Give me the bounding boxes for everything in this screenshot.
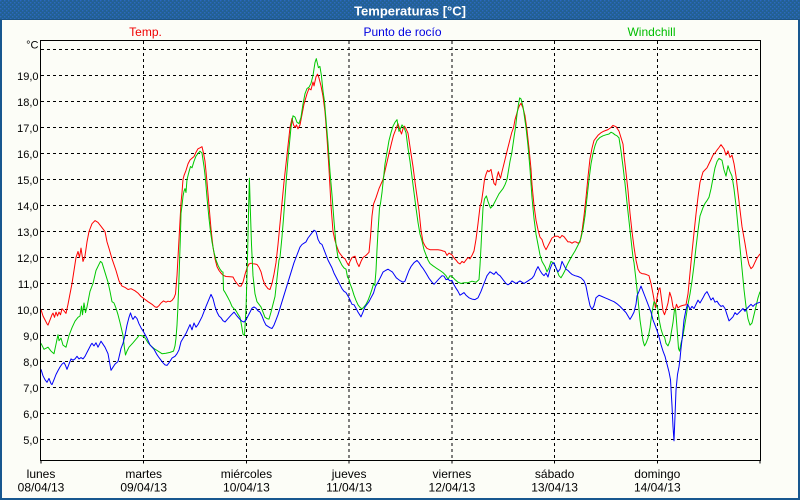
- svg-text:11/04/13: 11/04/13: [326, 481, 372, 495]
- svg-text:7,0: 7,0: [23, 383, 38, 395]
- svg-text:5,0: 5,0: [23, 435, 38, 447]
- svg-text:8,0: 8,0: [23, 357, 38, 369]
- svg-text:08/04/13: 08/04/13: [18, 481, 65, 495]
- svg-text:14/04/13: 14/04/13: [634, 481, 681, 495]
- svg-text:19,0: 19,0: [17, 71, 38, 83]
- svg-text:15,0: 15,0: [17, 175, 38, 187]
- svg-text:11,0: 11,0: [18, 279, 39, 291]
- svg-text:12,0: 12,0: [17, 253, 38, 265]
- svg-text:sábado: sábado: [535, 467, 575, 481]
- svg-text:Temp.: Temp.: [129, 25, 162, 39]
- svg-text:10,0: 10,0: [17, 305, 38, 317]
- svg-text:16,0: 16,0: [17, 149, 38, 161]
- svg-text:13/04/13: 13/04/13: [531, 481, 578, 495]
- svg-text:09/04/13: 09/04/13: [120, 481, 167, 495]
- svg-text:10/04/13: 10/04/13: [223, 481, 270, 495]
- svg-text:14,0: 14,0: [17, 201, 38, 213]
- svg-text:domingo: domingo: [634, 467, 680, 481]
- svg-text:9,0: 9,0: [23, 331, 38, 343]
- svg-text:martes: martes: [125, 467, 162, 481]
- svg-text:13,0: 13,0: [17, 227, 38, 239]
- svg-text:12/04/13: 12/04/13: [429, 481, 476, 495]
- svg-text:Temperaturas [°C]: Temperaturas [°C]: [354, 4, 466, 19]
- svg-text:17,0: 17,0: [17, 123, 38, 135]
- svg-text:°C: °C: [26, 40, 38, 52]
- svg-text:viernes: viernes: [433, 467, 472, 481]
- svg-text:Windchill: Windchill: [627, 25, 675, 39]
- svg-text:6,0: 6,0: [23, 409, 38, 421]
- svg-text:lunes: lunes: [27, 467, 56, 481]
- svg-text:miércoles: miércoles: [221, 467, 272, 481]
- svg-text:18,0: 18,0: [17, 97, 38, 109]
- svg-text:jueves: jueves: [331, 467, 367, 481]
- svg-text:Punto de rocío: Punto de rocío: [363, 25, 441, 39]
